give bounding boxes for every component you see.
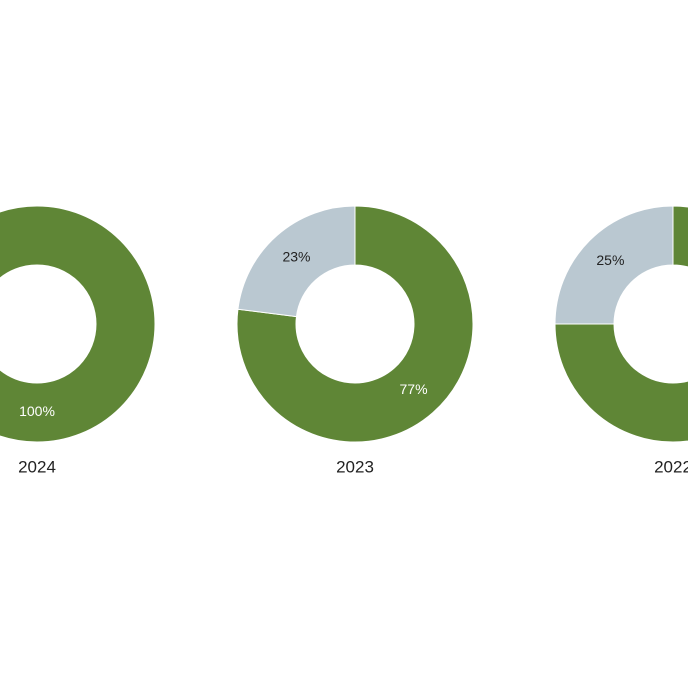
- value-label: 77%: [400, 381, 428, 397]
- donut-segment: [554, 205, 674, 325]
- donut-segment: [0, 205, 156, 443]
- value-label: 100%: [19, 403, 55, 419]
- donut-title: 2024: [18, 457, 56, 476]
- value-label: 23%: [282, 248, 310, 264]
- value-label: 25%: [596, 252, 624, 268]
- donut-segment: [236, 205, 474, 443]
- donut-title: 2023: [336, 457, 374, 476]
- donut-segment: [237, 205, 356, 318]
- donut-title: 2022: [654, 457, 688, 476]
- donut-segment: [554, 205, 688, 443]
